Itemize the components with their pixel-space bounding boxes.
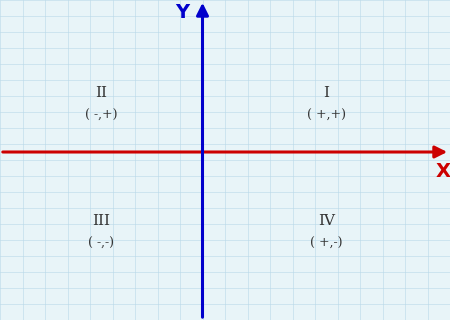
- Text: ( +,+): ( +,+): [307, 109, 346, 122]
- Text: X: X: [436, 162, 450, 181]
- Text: ( +,-): ( +,-): [310, 237, 342, 250]
- Text: II: II: [95, 86, 107, 100]
- Text: ( -,+): ( -,+): [85, 109, 117, 122]
- Text: I: I: [323, 86, 329, 100]
- Text: III: III: [92, 214, 110, 228]
- Text: Y: Y: [175, 3, 189, 22]
- Text: ( -,-): ( -,-): [88, 237, 114, 250]
- Text: IV: IV: [318, 214, 335, 228]
